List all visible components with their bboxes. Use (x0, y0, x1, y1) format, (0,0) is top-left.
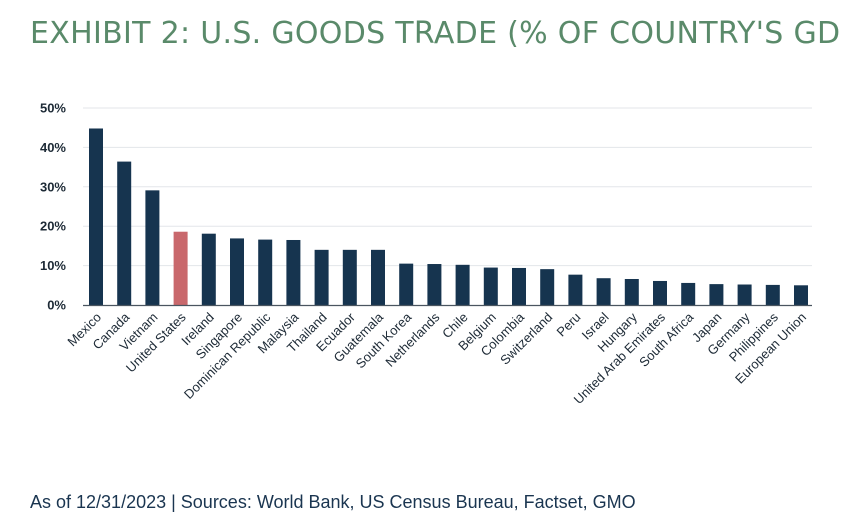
bar-south-africa (681, 282, 696, 305)
bar-thailand (314, 249, 329, 305)
bar-hungary (624, 278, 639, 305)
y-axis-ticks: 0% 10% 20% 30% 40% 50% (40, 101, 66, 313)
bar-guatemala (371, 249, 385, 305)
y-tick-label: 10% (40, 258, 66, 273)
bar-netherlands (427, 264, 442, 305)
bar-belgium (483, 267, 498, 305)
bar-vietnam (145, 190, 160, 305)
bar-european-union (794, 285, 808, 305)
bar-chile (455, 264, 470, 305)
bar-ireland (201, 233, 216, 305)
y-tick-label: 20% (40, 219, 66, 234)
source-footnote: As of 12/31/2023 | Sources: World Bank, … (30, 492, 636, 512)
bar-united-states (173, 231, 188, 305)
bar-south-korea (399, 263, 414, 305)
y-tick-label: 0% (47, 298, 66, 313)
bar-chart: 0% 10% 20% 30% 40% 50% MexicoCanadaVietnamUni… (40, 101, 812, 407)
y-tick-label: 30% (40, 179, 66, 194)
bar-peru (568, 274, 583, 305)
bar-israel (596, 278, 611, 305)
bar-dominican-republic (258, 239, 273, 305)
bar-philippines (765, 284, 780, 305)
bar-switzerland (540, 269, 555, 305)
y-tick-label: 40% (40, 140, 66, 155)
bar-canada (117, 161, 132, 305)
bars (89, 128, 808, 305)
bar-germany (737, 284, 752, 305)
bar-colombia (512, 267, 526, 305)
bar-united-arab-emirates (653, 280, 667, 305)
bar-mexico (89, 128, 103, 305)
gridlines (83, 107, 812, 267)
bar-malaysia (286, 239, 301, 305)
bar-ecuador (342, 249, 357, 305)
chart-title: EXHIBIT 2: U.S. GOODS TRADE (% OF COUNTR… (30, 16, 843, 51)
x-category-label: Peru (553, 310, 583, 340)
bar-singapore (230, 238, 244, 305)
y-tick-label: 50% (40, 101, 66, 116)
bar-japan (709, 284, 724, 305)
